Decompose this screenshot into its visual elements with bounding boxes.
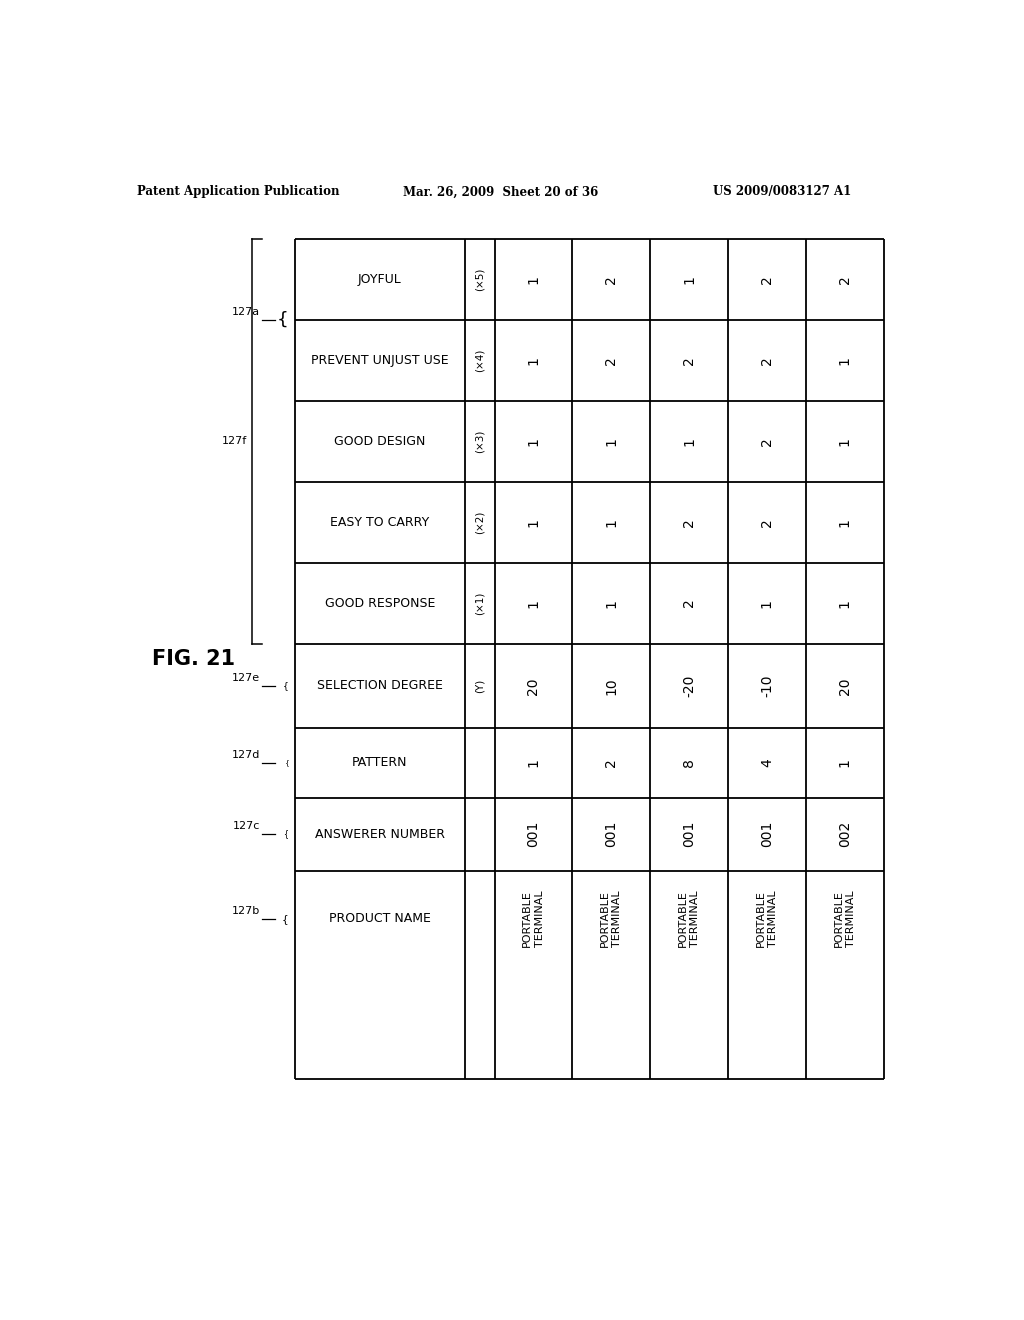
Text: 127b: 127b: [231, 906, 260, 916]
Text: PREVENT UNJUST USE: PREVENT UNJUST USE: [311, 354, 449, 367]
Text: ANSWERER NUMBER: ANSWERER NUMBER: [314, 828, 444, 841]
Text: PORTABLE
TERMINAL: PORTABLE TERMINAL: [522, 890, 545, 948]
Text: 2: 2: [760, 437, 774, 446]
Text: {: {: [282, 913, 289, 924]
Text: PORTABLE
TERMINAL: PORTABLE TERMINAL: [678, 890, 700, 948]
Text: GOOD DESIGN: GOOD DESIGN: [334, 434, 426, 447]
Text: (Y): (Y): [475, 678, 484, 693]
Text: {: {: [284, 759, 289, 766]
Text: EASY TO CARRY: EASY TO CARRY: [331, 516, 429, 529]
Text: 1: 1: [760, 599, 774, 607]
Text: PORTABLE
TERMINAL: PORTABLE TERMINAL: [834, 890, 856, 948]
Text: FIG. 21: FIG. 21: [153, 649, 236, 669]
Text: 1: 1: [526, 759, 541, 767]
Text: 10: 10: [604, 677, 618, 694]
Text: US 2009/0083127 A1: US 2009/0083127 A1: [713, 185, 851, 198]
Text: 1: 1: [682, 437, 696, 446]
Text: 001: 001: [760, 821, 774, 847]
Text: 127c: 127c: [232, 821, 260, 832]
Text: 127d: 127d: [231, 750, 260, 760]
Text: GOOD RESPONSE: GOOD RESPONSE: [325, 597, 435, 610]
Text: 2: 2: [604, 356, 618, 364]
Text: (×2): (×2): [475, 511, 484, 533]
Text: 1: 1: [682, 276, 696, 284]
Text: 1: 1: [838, 517, 852, 527]
Text: {: {: [276, 312, 289, 329]
Text: 1: 1: [526, 356, 541, 364]
Text: 127a: 127a: [231, 308, 260, 317]
Text: 002: 002: [838, 821, 852, 847]
Text: 1: 1: [604, 437, 618, 446]
Text: 20: 20: [526, 677, 541, 694]
Text: (×5): (×5): [475, 268, 484, 292]
Text: 1: 1: [604, 599, 618, 607]
Text: 1: 1: [838, 356, 852, 364]
Text: (×1): (×1): [475, 591, 484, 615]
Text: 001: 001: [526, 821, 541, 847]
Text: 127e: 127e: [231, 673, 260, 682]
Text: 001: 001: [682, 821, 696, 847]
Text: JOYFUL: JOYFUL: [358, 273, 401, 286]
Text: 2: 2: [760, 517, 774, 527]
Text: SELECTION DEGREE: SELECTION DEGREE: [317, 680, 442, 693]
Text: 2: 2: [760, 276, 774, 284]
Text: 2: 2: [838, 276, 852, 284]
Text: (×4): (×4): [475, 348, 484, 372]
Text: -10: -10: [760, 675, 774, 697]
Text: 1: 1: [526, 437, 541, 446]
Text: {: {: [283, 681, 289, 690]
Text: 2: 2: [682, 599, 696, 607]
Text: 2: 2: [604, 759, 618, 767]
Text: 1: 1: [838, 759, 852, 767]
Text: PRODUCT NAME: PRODUCT NAME: [329, 912, 431, 925]
Text: 4: 4: [760, 759, 774, 767]
Text: 2: 2: [760, 356, 774, 364]
Text: 1: 1: [838, 437, 852, 446]
Text: 1: 1: [526, 599, 541, 607]
Text: {: {: [284, 829, 289, 838]
Text: PORTABLE
TERMINAL: PORTABLE TERMINAL: [600, 890, 623, 948]
Text: 2: 2: [682, 356, 696, 364]
Text: 001: 001: [604, 821, 618, 847]
Text: 1: 1: [838, 599, 852, 607]
Text: 1: 1: [526, 276, 541, 284]
Text: 2: 2: [604, 276, 618, 284]
Text: 20: 20: [838, 677, 852, 694]
Text: -20: -20: [682, 675, 696, 697]
Text: 1: 1: [526, 517, 541, 527]
Text: 1: 1: [604, 517, 618, 527]
Text: 127f: 127f: [222, 437, 248, 446]
Text: PATTERN: PATTERN: [352, 756, 408, 770]
Text: PORTABLE
TERMINAL: PORTABLE TERMINAL: [756, 890, 778, 948]
Text: 8: 8: [682, 759, 696, 767]
Text: Mar. 26, 2009  Sheet 20 of 36: Mar. 26, 2009 Sheet 20 of 36: [403, 185, 598, 198]
Text: Patent Application Publication: Patent Application Publication: [137, 185, 340, 198]
Text: (×3): (×3): [475, 430, 484, 453]
Text: 2: 2: [682, 517, 696, 527]
